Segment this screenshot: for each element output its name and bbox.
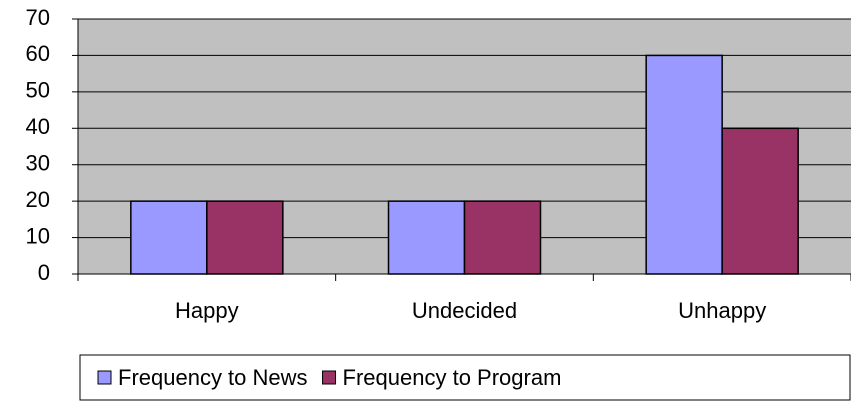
legend-label: Frequency to Program <box>343 365 562 390</box>
y-tick-label: 60 <box>26 41 50 66</box>
y-tick-label: 30 <box>26 151 50 176</box>
y-tick-label: 50 <box>26 78 50 103</box>
x-tick-label: Happy <box>175 298 239 323</box>
y-tick-label: 40 <box>26 114 50 139</box>
legend-label: Frequency to News <box>118 365 308 390</box>
y-tick-label: 10 <box>26 223 50 248</box>
legend-swatch <box>97 370 112 385</box>
y-tick-label: 20 <box>26 187 50 212</box>
bar <box>721 127 799 275</box>
x-tick-label: Undecided <box>412 298 517 323</box>
bar <box>206 200 284 275</box>
bar <box>387 200 466 275</box>
bar <box>463 200 542 275</box>
bar <box>645 54 723 275</box>
legend-swatch <box>322 370 337 385</box>
bar <box>130 200 208 275</box>
y-tick-label: 70 <box>26 5 50 30</box>
y-tick-label: 0 <box>38 260 50 285</box>
x-tick-label: Unhappy <box>678 298 766 323</box>
legend-box <box>79 354 851 401</box>
